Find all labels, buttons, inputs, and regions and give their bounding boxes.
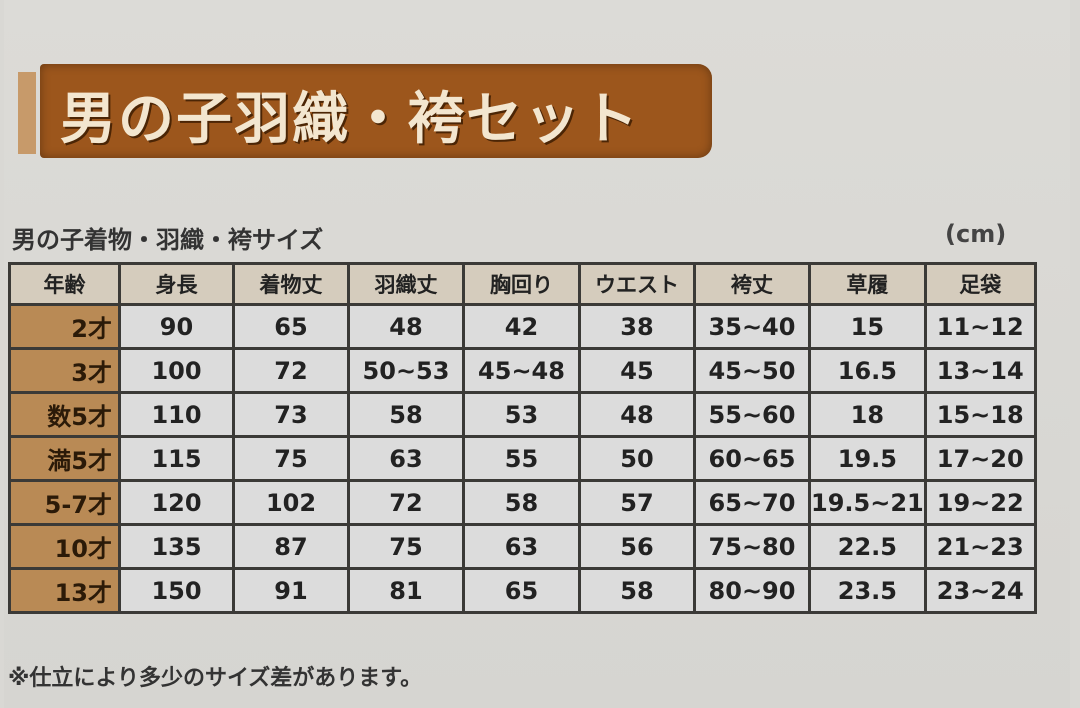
table-cell: 19~22: [923, 479, 1037, 526]
table-cell: 55~60: [693, 391, 811, 438]
table-cell: 75: [232, 435, 350, 482]
header-row: 年齢 身長 着物丈 羽織丈 胸回り ウエスト 袴丈 草履 足袋: [8, 262, 1037, 306]
table-cell: 22.5: [808, 523, 927, 570]
table-cell: 150: [118, 567, 235, 614]
age-cell: 5-7才: [8, 479, 121, 526]
table-cell: 42: [462, 303, 581, 350]
table-cell: 50~53: [347, 347, 465, 394]
column-header: 年齢: [8, 262, 121, 306]
table-cell: 81: [347, 567, 465, 614]
table-cell: 16.5: [808, 347, 927, 394]
table-cell: 19.5~21: [808, 479, 927, 526]
table-cell: 15: [808, 303, 927, 350]
table-cell: 48: [578, 391, 696, 438]
table-caption: 男の子着物・羽織・袴サイズ: [12, 226, 324, 254]
table-cell: 58: [347, 391, 465, 438]
table-cell: 120: [118, 479, 235, 526]
page-title: 男の子羽織・袴セット: [60, 87, 640, 152]
table-row: 2才 90 65 48 42 38 35~40 15 11~12: [8, 303, 1037, 350]
column-header: 足袋: [923, 262, 1037, 306]
column-header: 草履: [808, 262, 927, 306]
table-row: 満5才 115 75 63 55 50 60~65 19.5 17~20: [8, 435, 1037, 482]
column-header: 羽織丈: [347, 262, 465, 306]
table-cell: 91: [232, 567, 350, 614]
age-cell: 2才: [8, 303, 121, 350]
table-cell: 65: [232, 303, 350, 350]
table-cell: 63: [347, 435, 465, 482]
table-cell: 80~90: [693, 567, 811, 614]
age-cell: 3才: [8, 347, 121, 394]
column-header: 胸回り: [462, 262, 581, 306]
table-cell: 45~50: [693, 347, 811, 394]
table-row: 13才 150 91 81 65 58 80~90 23.5 23~24: [8, 567, 1037, 614]
table-cell: 72: [232, 347, 350, 394]
table-cell: 17~20: [923, 435, 1037, 482]
table-cell: 115: [118, 435, 235, 482]
table-cell: 23~24: [923, 567, 1037, 614]
table-cell: 19.5: [808, 435, 927, 482]
table-cell: 65~70: [693, 479, 811, 526]
age-cell: 数5才: [8, 391, 121, 438]
table-cell: 58: [578, 567, 696, 614]
table-cell: 15~18: [923, 391, 1037, 438]
table-cell: 18: [808, 391, 927, 438]
column-header: 身長: [118, 262, 235, 306]
table-row: 数5才 110 73 58 53 48 55~60 18 15~18: [8, 391, 1037, 438]
column-header: ウエスト: [578, 262, 696, 306]
table-row: 10才 135 87 75 63 56 75~80 22.5 21~23: [8, 523, 1037, 570]
table-cell: 73: [232, 391, 350, 438]
table-cell: 13~14: [923, 347, 1037, 394]
table-cell: 56: [578, 523, 696, 570]
table-row: 3才 100 72 50~53 45~48 45 45~50 16.5 13~14: [8, 347, 1037, 394]
age-cell: 10才: [8, 523, 121, 570]
table-cell: 135: [118, 523, 235, 570]
column-header: 袴丈: [693, 262, 811, 306]
table-cell: 23.5: [808, 567, 927, 614]
table-cell: 100: [118, 347, 235, 394]
table-cell: 50: [578, 435, 696, 482]
table-cell: 58: [462, 479, 581, 526]
age-cell: 満5才: [8, 435, 121, 482]
banner-stripe: [18, 72, 36, 154]
size-table: 年齢 身長 着物丈 羽織丈 胸回り ウエスト 袴丈 草履 足袋 2才 90 65 48 42 38 35~4…: [8, 262, 1037, 614]
table-cell: 63: [462, 523, 581, 570]
table-cell: 57: [578, 479, 696, 526]
table-cell: 53: [462, 391, 581, 438]
table-cell: 45~48: [462, 347, 581, 394]
unit-label: (cm): [945, 220, 1007, 248]
column-header: 着物丈: [232, 262, 350, 306]
table-cell: 110: [118, 391, 235, 438]
table-cell: 45: [578, 347, 696, 394]
table-cell: 55: [462, 435, 581, 482]
table-row: 5-7才 120 102 72 58 57 65~70 19.5~21 19~22: [8, 479, 1037, 526]
footnote: ※仕立により多少のサイズ差があります。: [8, 666, 423, 691]
title-banner: [40, 64, 712, 158]
table-cell: 102: [232, 479, 350, 526]
table-cell: 21~23: [923, 523, 1037, 570]
table-cell: 75: [347, 523, 465, 570]
table-cell: 35~40: [693, 303, 811, 350]
table-cell: 60~65: [693, 435, 811, 482]
table-cell: 65: [462, 567, 581, 614]
table-cell: 87: [232, 523, 350, 570]
table-cell: 90: [118, 303, 235, 350]
table-cell: 72: [347, 479, 465, 526]
age-cell: 13才: [8, 567, 121, 614]
table-cell: 38: [578, 303, 696, 350]
table-cell: 48: [347, 303, 465, 350]
table-cell: 75~80: [693, 523, 811, 570]
table-cell: 11~12: [923, 303, 1037, 350]
